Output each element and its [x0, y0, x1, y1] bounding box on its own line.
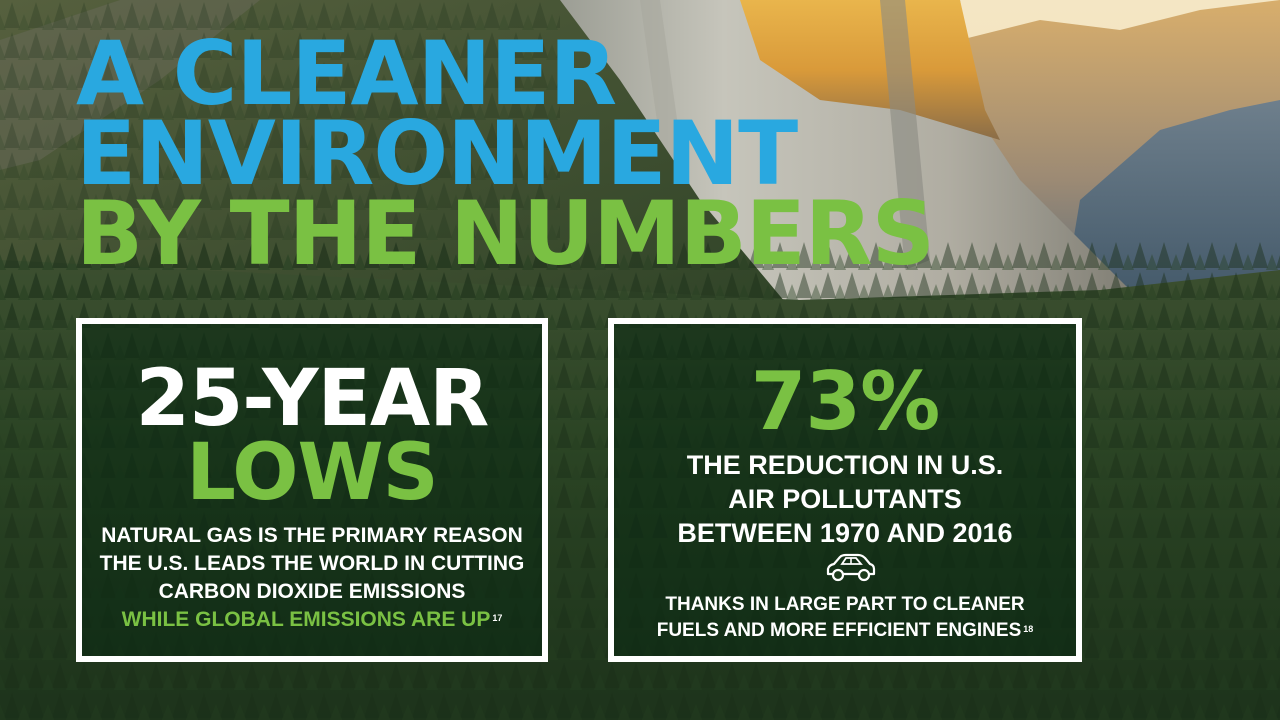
headline-line-2: ENVIRONMENT	[76, 102, 798, 205]
stat-description: NATURAL GAS IS THE PRIMARY REASON THE U.…	[82, 522, 542, 634]
highlight-text: WHILE GLOBAL EMISSIONS ARE UP	[121, 608, 491, 631]
description-highlight-line: WHILE GLOBAL EMISSIONS ARE UP 17	[82, 606, 542, 634]
description-line: AIR POLLUTANTS	[728, 484, 962, 514]
description-line: BETWEEN 1970 AND 2016	[677, 518, 1013, 548]
description-line: NATURAL GAS IS THE PRIMARY REASON	[101, 524, 523, 547]
footnote-marker: 17	[492, 613, 503, 623]
stat-percentage: 73%	[750, 355, 940, 448]
stat-title: 25-YEAR	[135, 354, 490, 444]
footnote-line: FUELS AND MORE EFFICIENT ENGINES	[656, 620, 1022, 641]
description-line: THE REDUCTION IN U.S.	[686, 450, 1004, 480]
stat-footnote-text: THANKS IN LARGE PART TO CLEANER FUELS AN…	[614, 592, 1076, 644]
headline-line-1: A CLEANER	[76, 22, 617, 125]
footnote-line-with-marker: FUELS AND MORE EFFICIENT ENGINES 18	[614, 618, 1076, 644]
stat-card-emission-lows: 25-YEAR LOWS NATURAL GAS IS THE PRIMARY …	[76, 318, 548, 662]
description-line: THE U.S. LEADS THE WORLD IN CUTTING	[99, 552, 525, 575]
footnote-marker: 18	[1023, 624, 1034, 634]
stat-subtitle: LOWS	[186, 428, 438, 518]
stat-card-air-pollutants: 73% THE REDUCTION IN U.S. AIR POLLUTANTS…	[608, 318, 1082, 662]
footnote-line: THANKS IN LARGE PART TO CLEANER	[665, 594, 1025, 615]
description-line: CARBON DIOXIDE EMISSIONS	[158, 580, 466, 603]
headline-line-3: BY THE NUMBERS	[76, 182, 935, 285]
stat-description: THE REDUCTION IN U.S. AIR POLLUTANTS BET…	[614, 448, 1076, 550]
car-icon	[826, 553, 876, 582]
